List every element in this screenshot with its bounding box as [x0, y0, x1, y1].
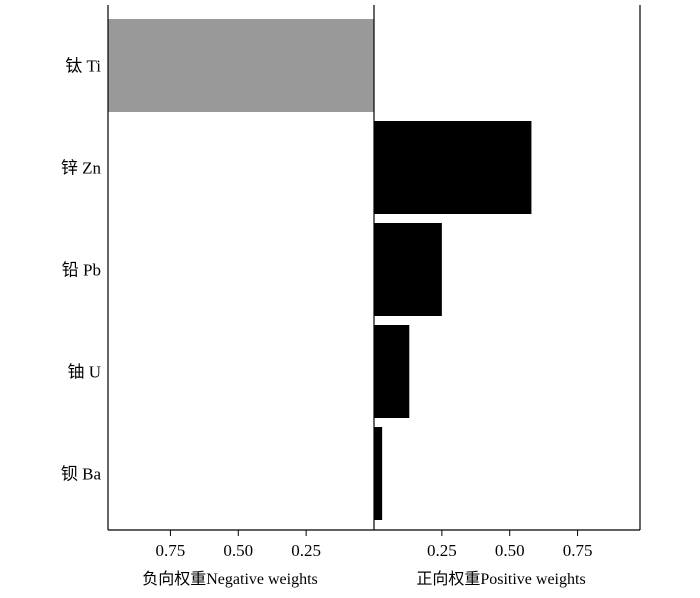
- category-label-0: 钛 Ti: [65, 57, 101, 76]
- plot-frame: [107, 5, 641, 531]
- bar-4: [374, 427, 383, 520]
- tick-labels: 0.75 0.50 0.25 0.25 0.50 0.75: [156, 541, 593, 560]
- category-label-3: 铀 U: [67, 363, 101, 382]
- category-label-1: 锌 Zn: [61, 159, 102, 178]
- category-labels: 钛 Ti 锌 Zn 铅 Pb 铀 U 钡 Ba: [61, 57, 102, 484]
- positive-axis-title: 正向权重Positive weights: [416, 570, 585, 588]
- negative-tick-label-1: 0.50: [223, 541, 253, 560]
- positive-tick-label-1: 0.50: [495, 541, 525, 560]
- bar-2: [374, 223, 442, 316]
- tick-marks: [169, 530, 579, 536]
- bar-0: [108, 19, 374, 112]
- category-label-2: 铅 Pb: [62, 261, 101, 280]
- positive-tick-label-0: 0.25: [427, 541, 457, 560]
- negative-tick-label-0: 0.75: [156, 541, 186, 560]
- negative-tick-label-2: 0.25: [291, 541, 321, 560]
- bar-1: [374, 121, 532, 214]
- negative-axis-title: 负向权重Negative weights: [142, 570, 318, 588]
- positive-tick-label-2: 0.75: [563, 541, 593, 560]
- bar-3: [374, 325, 410, 418]
- bars-layer: [108, 19, 532, 520]
- category-label-4: 钡 Ba: [61, 465, 102, 484]
